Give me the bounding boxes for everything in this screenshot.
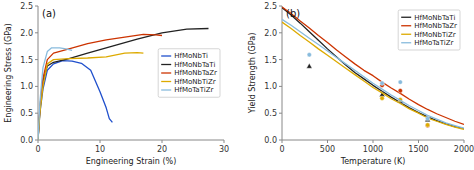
y-tick xyxy=(279,113,282,114)
chart-svg: 0 10 20 30 0.0 0.5 1.0 1.5 2.0 2.5 Engineering Str… xyxy=(0,0,474,170)
y-axis-line xyxy=(282,6,283,140)
legend: HfMoNbTiHfMoNbTaTiHfMoNbTaZrHfMoNbTiZrHf… xyxy=(158,49,220,98)
x-tick xyxy=(224,140,225,143)
x-axis-label: Engineering Strain (%) xyxy=(86,157,177,166)
x-tick-label: 1500 xyxy=(408,145,428,154)
x-tick-label: 20 xyxy=(157,145,167,154)
y-axis-label: Engineering Stress (GPa) xyxy=(4,23,13,122)
point-triangle xyxy=(425,117,431,122)
legend-label: HfMoNbTaZr xyxy=(414,22,457,30)
y-tick-label: 0.5 xyxy=(20,109,33,118)
point-circle xyxy=(380,81,384,85)
y-tick-label: 1.0 xyxy=(264,82,277,91)
x-tick-label: 500 xyxy=(320,145,335,154)
x-tick-label: 1000 xyxy=(363,145,383,154)
x-tick-label: 0 xyxy=(35,145,40,154)
series-line xyxy=(38,61,112,140)
legend-label: HfMoNbTaTi xyxy=(174,61,215,69)
y-tick-label: 0.0 xyxy=(264,136,277,145)
x-tick xyxy=(100,140,101,143)
y-tick-label: 2.0 xyxy=(264,29,277,38)
series-line xyxy=(282,8,464,129)
legend-swatch xyxy=(401,34,411,35)
y-tick xyxy=(35,59,38,60)
legend-label: HfMoNbTi xyxy=(174,52,208,60)
plot-area xyxy=(282,7,464,129)
legend-label: HfMoTaTiZr xyxy=(174,86,213,94)
y-tick-label: 2.5 xyxy=(20,2,33,11)
point-circle xyxy=(380,96,384,100)
panel-title: (a) xyxy=(42,8,56,19)
y-tick xyxy=(35,86,38,87)
legend-label: HfMoNbTiZr xyxy=(414,31,456,39)
legend-box xyxy=(158,49,220,98)
legend-swatch xyxy=(161,89,171,90)
y-tick xyxy=(279,140,282,141)
legend-swatch xyxy=(161,55,171,56)
panel: 0 500 1000 1500 2000 0.0 0.5 1.0 1.5 2.0 2.5 Temper… xyxy=(248,2,474,166)
y-tick-label: 0.0 xyxy=(20,136,33,145)
series-line xyxy=(38,48,72,140)
x-tick xyxy=(464,140,465,143)
x-axis-label: Temperature (K) xyxy=(340,157,406,166)
series-line xyxy=(38,34,162,140)
point-circle xyxy=(398,88,402,92)
legend-swatch xyxy=(161,81,171,82)
y-tick-label: 1.0 xyxy=(20,82,33,91)
point-circle xyxy=(425,123,429,127)
x-tick-label: 2000 xyxy=(454,145,474,154)
x-tick xyxy=(373,140,374,143)
x-tick xyxy=(327,140,328,143)
y-tick-label: 2.5 xyxy=(264,2,277,11)
x-tick-label: 10 xyxy=(95,145,105,154)
legend-swatch xyxy=(401,25,411,26)
point-circle xyxy=(425,116,429,120)
page: {"chart_data": [ {"type": "line", "title… xyxy=(0,0,474,170)
y-tick xyxy=(35,32,38,33)
point-circle xyxy=(425,123,429,127)
y-tick xyxy=(279,6,282,7)
y-tick-label: 1.5 xyxy=(264,56,277,65)
panel: 0 10 20 30 0.0 0.5 1.0 1.5 2.0 2.5 Engineering Str… xyxy=(4,2,229,166)
legend-box xyxy=(398,10,460,50)
legend: HfMoNbTaTiHfMoNbTaZrHfMoNbTiZrHfMoTaTiZr xyxy=(398,10,460,50)
legend-swatch xyxy=(161,72,171,73)
y-tick xyxy=(279,59,282,60)
y-tick-label: 0.5 xyxy=(264,109,277,118)
x-tick-label: 30 xyxy=(219,145,229,154)
series-line xyxy=(38,53,143,140)
legend-label: HfMoNbTaZr xyxy=(174,69,217,77)
y-tick xyxy=(35,140,38,141)
series-line xyxy=(282,7,464,124)
point-triangle xyxy=(307,63,313,68)
x-tick xyxy=(162,140,163,143)
legend-swatch xyxy=(401,17,411,18)
y-tick xyxy=(35,6,38,7)
legend-label: HfMoNbTiZr xyxy=(174,78,216,86)
x-axis-line xyxy=(38,140,224,141)
point-circle xyxy=(307,53,311,57)
y-tick-label: 1.5 xyxy=(20,56,33,65)
y-tick xyxy=(279,32,282,33)
y-tick-label: 2.0 xyxy=(20,29,33,38)
panel-title: (b) xyxy=(286,8,300,19)
legend-label: HfMoTaTiZr xyxy=(414,39,453,47)
y-tick xyxy=(35,113,38,114)
legend-swatch xyxy=(161,64,171,65)
point-circle xyxy=(398,80,402,84)
y-axis-label: Yield Strength (GPa) xyxy=(248,33,257,115)
y-tick xyxy=(279,86,282,87)
legend-label: HfMoNbTaTi xyxy=(414,14,455,22)
x-tick xyxy=(418,140,419,143)
series-line xyxy=(282,19,464,128)
x-tick-label: 0 xyxy=(279,145,284,154)
legend-swatch xyxy=(401,42,411,43)
